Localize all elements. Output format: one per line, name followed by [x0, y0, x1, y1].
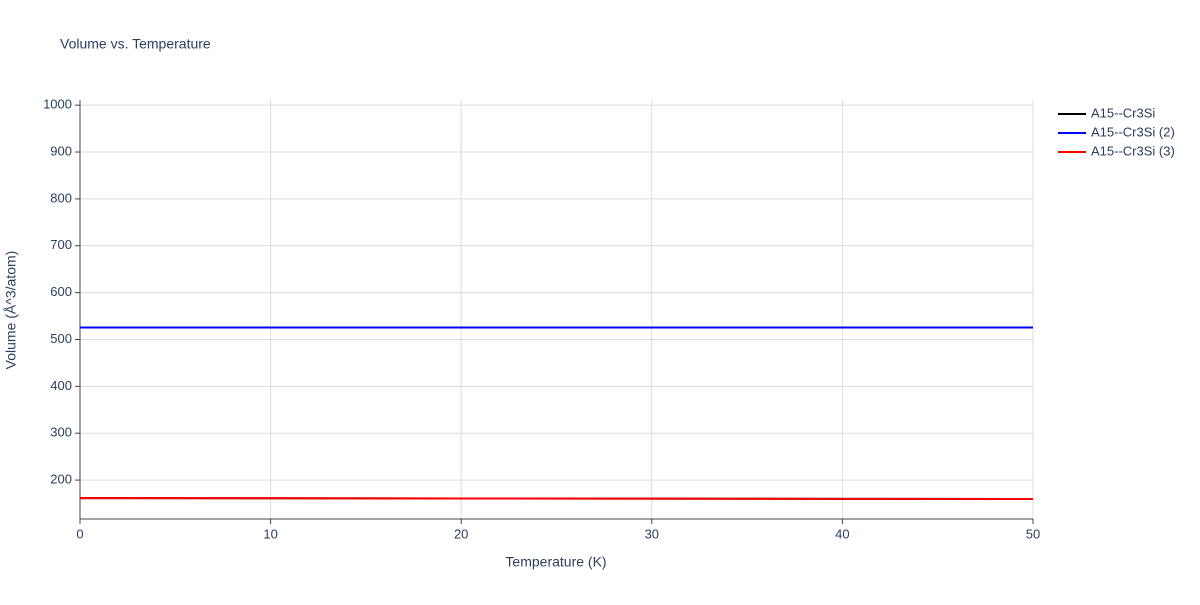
x-axis-title: Temperature (K) [505, 554, 606, 570]
x-tick-label: 10 [263, 526, 277, 541]
y-tick-label: 600 [50, 284, 72, 299]
y-tick-label: 200 [50, 472, 72, 487]
x-tick-label: 20 [454, 526, 468, 541]
y-tick-label: 800 [50, 190, 72, 205]
legend-label: A15--Cr3Si (2) [1091, 124, 1175, 139]
y-tick-label: 300 [50, 425, 72, 440]
series-line [79, 497, 1034, 501]
x-tick-label: 40 [835, 526, 849, 541]
legend-label: A15--Cr3Si (3) [1091, 143, 1175, 158]
y-tick-label: 700 [50, 237, 72, 252]
y-axis-title: Volume (Å^3/atom) [3, 251, 19, 370]
y-tick-label: 500 [50, 331, 72, 346]
y-tick-label: 900 [50, 143, 72, 158]
y-tick-label: 400 [50, 378, 72, 393]
x-tick-label: 0 [76, 526, 83, 541]
legend-label: A15--Cr3Si [1091, 105, 1155, 120]
chart-title: Volume vs. Temperature [60, 36, 211, 52]
x-tick-label: 50 [1026, 526, 1040, 541]
x-tick-label: 30 [645, 526, 659, 541]
y-tick-label: 1000 [43, 97, 72, 112]
